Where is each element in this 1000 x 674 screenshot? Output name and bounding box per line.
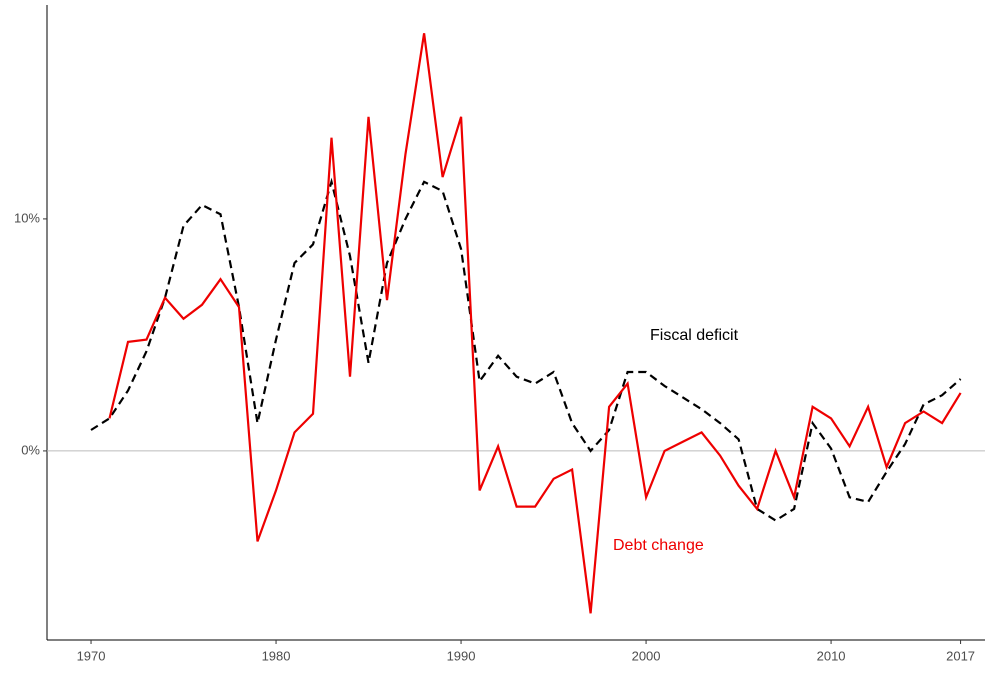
series-label: Fiscal deficit [650, 327, 739, 344]
x-tick-label: 1970 [77, 648, 106, 663]
y-tick-label: 0% [21, 442, 40, 457]
x-tick-label: 1990 [447, 648, 476, 663]
x-tick-label: 2017 [946, 648, 975, 663]
x-tick-label: 2000 [632, 648, 661, 663]
line-series [108, 33, 962, 614]
y-tick-label: 10% [14, 210, 40, 225]
x-tick-label: 2010 [817, 648, 846, 663]
x-tick-label: 1980 [262, 648, 291, 663]
line-series [90, 177, 962, 522]
series-label: Debt change [613, 537, 704, 554]
